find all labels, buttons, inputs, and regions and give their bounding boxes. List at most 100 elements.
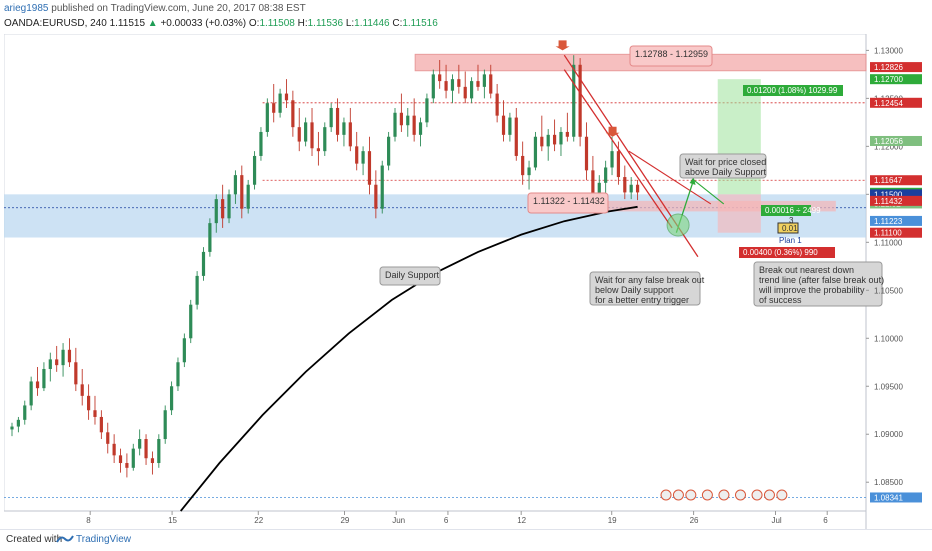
event-icon	[751, 489, 763, 501]
candle-body	[387, 136, 391, 166]
candle-body	[629, 184, 633, 193]
candle-body	[457, 79, 461, 87]
candle-body	[482, 74, 486, 87]
candle-body	[514, 117, 518, 156]
rr-label-text: 0.00016 ÷ 2499	[765, 206, 821, 215]
candle-body	[418, 122, 423, 135]
candle-body	[495, 93, 499, 116]
qty-text: 0.01	[782, 224, 798, 233]
price-label-text: 1.12700	[874, 75, 903, 84]
candle-body	[93, 410, 97, 417]
stop-label-box	[739, 247, 835, 258]
inner-trend-line	[628, 150, 712, 205]
candle-body	[169, 386, 174, 411]
x-tick-label: 19	[608, 516, 617, 525]
breakout-callout-line-1: trend line (after false break out)	[759, 275, 884, 285]
candle-body	[616, 151, 621, 178]
x-tick-label: 12	[517, 516, 526, 525]
projected-path-line	[563, 69, 673, 229]
price-label-text: 1.12826	[874, 63, 903, 72]
y-tick-label: 1.09000	[874, 430, 903, 439]
x-tick-label: 8	[86, 516, 91, 525]
candle-body	[604, 167, 608, 183]
x-tick-label: 22	[254, 516, 263, 525]
candle-body	[227, 194, 231, 219]
false-break-callout-line-2: for a better entry trigger	[595, 295, 689, 305]
publish-info: arieg1985 published on TradingView.com, …	[4, 3, 306, 14]
candle-body	[393, 112, 397, 137]
candle-body	[578, 64, 582, 137]
candle-body	[87, 395, 91, 411]
candle-body	[444, 81, 448, 91]
candle-body	[527, 167, 531, 176]
candle-body	[208, 223, 212, 252]
candle-body	[265, 103, 269, 132]
candle-body	[342, 122, 346, 135]
author-link[interactable]: arieg1985	[4, 3, 49, 14]
candle-body	[48, 359, 52, 369]
price-label-box	[870, 189, 922, 200]
price-label-text: 1.11647	[874, 176, 903, 185]
event-icon	[763, 489, 775, 501]
target-label-box	[743, 85, 843, 96]
candle-body	[501, 115, 506, 135]
candle-body	[470, 81, 474, 99]
price-label-text: 1.12454	[874, 99, 903, 108]
tradingview-brand[interactable]: TradingView	[76, 534, 132, 545]
x-tick-label: 26	[690, 516, 699, 525]
resistance-zone-label	[629, 45, 713, 67]
candle-body	[272, 103, 276, 113]
candle-body	[431, 74, 435, 99]
candle-body	[157, 439, 161, 464]
candle-body	[304, 122, 308, 142]
x-tick-label: 15	[168, 516, 177, 525]
plan-text: Plan 1	[779, 236, 802, 245]
event-icon	[672, 489, 684, 501]
high-value: 1.11536	[307, 18, 344, 29]
price-label-box	[870, 175, 922, 186]
price-label-text: 1.11223	[874, 217, 903, 226]
candle-body	[16, 419, 20, 427]
price-change: +0.00033 (+0.03%)	[160, 18, 247, 29]
candle-body	[374, 184, 378, 209]
candle-body	[246, 184, 250, 209]
candle-body	[278, 93, 282, 113]
candle-body	[144, 439, 148, 459]
close-label: C:	[392, 18, 403, 29]
candle-body	[61, 349, 65, 366]
tradingview-logo-icon	[56, 535, 74, 543]
candle-body	[412, 115, 416, 135]
candle-body	[259, 131, 263, 156]
chart-area[interactable]: 1.12788 - 1.12959 1.11322 - 1.11432 Daily …	[3, 33, 924, 529]
price-label-text: 1.08341	[874, 493, 903, 502]
lower-zone	[581, 200, 836, 212]
price-label-box	[870, 492, 922, 503]
event-icon	[718, 489, 730, 501]
candle-body	[80, 384, 84, 396]
x-tick-label: Jun	[392, 516, 405, 525]
breakout-callout-line-3: of success	[759, 295, 802, 305]
candle-body	[125, 463, 129, 468]
wait-close-callout-line-1: above Daily Support	[685, 167, 767, 177]
candle-body	[189, 304, 193, 339]
symbol-label[interactable]: OANDA:EURUSD, 240	[4, 18, 107, 29]
open-value: 1.11508	[259, 18, 295, 29]
y-tick-label: 1.11000	[874, 238, 903, 247]
low-value: 1.11446	[354, 18, 390, 29]
candle-body	[635, 184, 640, 193]
breakout-callout	[753, 261, 883, 307]
price-chart-svg[interactable]: 1.12788 - 1.12959 1.11322 - 1.11432 Daily …	[3, 33, 924, 529]
moving-average-line	[180, 205, 638, 512]
breakout-callout-line-2: will improve the probability	[758, 285, 865, 295]
entry-point-circle	[666, 213, 690, 237]
candle-body	[112, 443, 116, 456]
false-break-callout-line-1: below Daily support	[595, 285, 674, 295]
wait-close-callout	[679, 153, 767, 179]
candle-body	[284, 93, 289, 101]
candle-body	[476, 81, 480, 87]
candle-body	[380, 165, 384, 209]
footer-bar: Created with TradingView	[0, 529, 932, 551]
candle-body	[348, 122, 352, 147]
candle-body	[559, 131, 563, 145]
candle-body	[23, 405, 27, 420]
